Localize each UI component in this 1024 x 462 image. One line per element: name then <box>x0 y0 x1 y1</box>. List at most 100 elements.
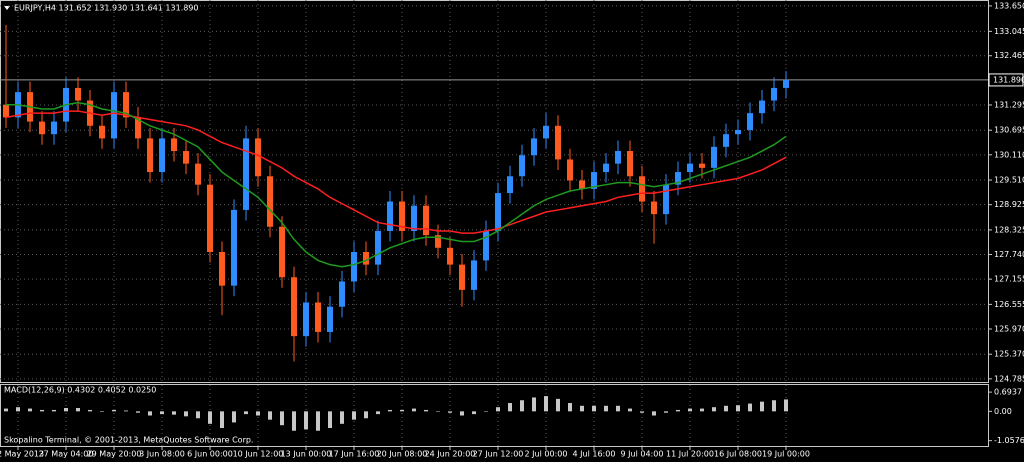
macd-bar <box>484 411 488 412</box>
macd-bar <box>304 411 308 430</box>
y-tick-label: 128.925 <box>994 200 1024 209</box>
macd-bar <box>4 408 8 412</box>
candle-body <box>279 226 285 278</box>
candle-body <box>555 125 561 160</box>
macd-bar <box>700 408 704 412</box>
macd-bar <box>88 409 92 412</box>
candle-body <box>531 138 537 156</box>
x-tick-label: 19 Jul 00:00 <box>762 450 810 459</box>
macd-bar <box>736 405 740 412</box>
candle-body <box>135 117 141 139</box>
x-tick-label: 4 Jul 16:00 <box>573 450 616 459</box>
macd-bar <box>556 398 560 412</box>
candle-body <box>99 125 105 139</box>
candle-body <box>495 193 501 231</box>
candle-body <box>639 176 645 202</box>
candle-body <box>327 306 333 332</box>
x-tick-label: 6 Jun 00:00 <box>187 450 233 459</box>
macd-bar <box>532 397 536 412</box>
y-tick-label: 133.045 <box>994 27 1024 36</box>
candle-body <box>543 125 549 139</box>
macd-bar <box>748 403 752 412</box>
candle-body <box>315 302 321 332</box>
candle-body <box>699 163 705 168</box>
macd-bar <box>280 411 284 426</box>
footer: Skopalino Terminal, © 2001-2013, MetaQuo… <box>4 436 253 445</box>
menu-arrow[interactable] <box>4 6 10 10</box>
candle-body <box>3 104 9 118</box>
y-tick-label: 131.295 <box>994 100 1024 109</box>
macd-bar <box>292 411 296 431</box>
candle-body <box>507 176 513 194</box>
macd-bar <box>616 405 620 412</box>
candle-body <box>351 252 357 282</box>
candle-body <box>471 260 477 290</box>
macd-bar <box>196 411 200 419</box>
candle-body <box>663 184 669 215</box>
y-tick-label: 129.510 <box>994 176 1024 185</box>
candle-body <box>519 155 525 177</box>
macd-bar <box>220 411 224 428</box>
macd-title: MACD(12,26,9) 0.4302 0.4052 0.0250 <box>4 386 156 395</box>
x-tick-label: 20 Jun 08:00 <box>377 450 428 459</box>
y-tick-label: 128.325 <box>994 225 1024 234</box>
y-tick-label: 126.555 <box>994 300 1024 309</box>
macd-bar <box>568 403 572 412</box>
macd-panel-frame <box>0 384 989 447</box>
macd-bar <box>664 411 668 413</box>
y-tick-label: 0.6937 <box>994 388 1022 397</box>
y-tick-label: -1.0576 <box>994 436 1024 445</box>
candle-body <box>231 209 237 286</box>
chart-title: EURJPY,H4 131.652 131.930 131.641 131.89… <box>14 4 199 13</box>
candle-body <box>747 113 753 130</box>
x-tick-label: 13 Jun 00:00 <box>281 450 332 459</box>
candle-body <box>123 92 129 118</box>
macd-bar <box>760 401 764 412</box>
candle-body <box>591 172 597 189</box>
x-tick-label: 10 Jun 12:00 <box>233 450 284 459</box>
candle-body <box>483 230 489 261</box>
macd-bar <box>256 411 260 416</box>
y-tick-label: 125.370 <box>994 350 1024 359</box>
macd-bar <box>340 411 344 424</box>
macd-bar <box>472 411 476 415</box>
candle-body <box>615 151 621 164</box>
candle-body <box>735 129 741 135</box>
macd-bar <box>16 407 20 412</box>
macd-bar <box>328 411 332 428</box>
x-tick-label: 16 Jul 08:00 <box>714 450 762 459</box>
macd-bar <box>448 411 452 413</box>
candle-body <box>243 138 249 210</box>
candle-body <box>255 138 261 177</box>
macd-bar <box>508 403 512 412</box>
candle-body <box>291 277 297 337</box>
x-tick-label: 24 Jun 20:00 <box>425 450 476 459</box>
candle-body <box>363 252 369 265</box>
macd-bar <box>124 410 128 412</box>
macd-bar <box>436 411 440 412</box>
macd-bar <box>520 400 524 412</box>
x-tick-label: 2 Jul 00:00 <box>525 450 568 459</box>
macd-bar <box>76 408 80 412</box>
candle-body <box>783 79 789 88</box>
candle-body <box>723 134 729 147</box>
candle-body <box>195 163 201 185</box>
macd-bar <box>352 411 356 420</box>
candle-body <box>567 159 573 181</box>
macd-bar <box>376 411 380 415</box>
candle-body <box>303 302 309 337</box>
macd-bar <box>400 409 404 412</box>
candle-body <box>39 121 45 135</box>
y-tick-label: 125.970 <box>994 324 1024 333</box>
main-panel-frame <box>0 0 989 383</box>
y-tick-label: 127.740 <box>994 250 1024 259</box>
y-tick-label: 130.110 <box>994 150 1024 159</box>
macd-bar <box>244 411 248 415</box>
macd-bar <box>424 409 428 412</box>
x-tick-label: 29 May 20:00 <box>87 450 142 459</box>
candle-body <box>267 176 273 227</box>
candle-body <box>579 180 585 189</box>
macd-bar <box>712 407 716 412</box>
y-tick-label: 133.650 <box>994 1 1024 10</box>
